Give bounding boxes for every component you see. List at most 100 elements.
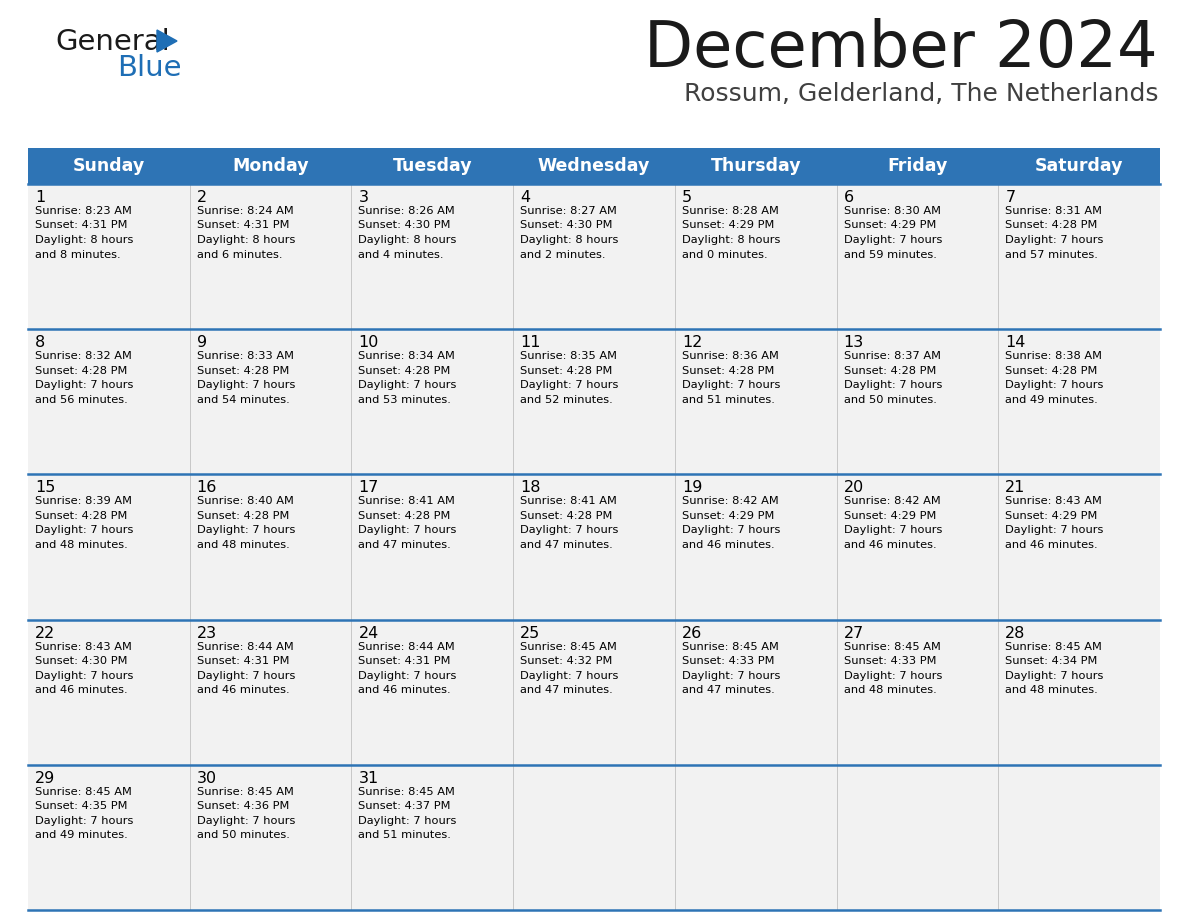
Text: and 0 minutes.: and 0 minutes. <box>682 250 767 260</box>
Text: Sunrise: 8:32 AM: Sunrise: 8:32 AM <box>34 352 132 361</box>
Text: and 46 minutes.: and 46 minutes. <box>843 540 936 550</box>
Text: Sunrise: 8:26 AM: Sunrise: 8:26 AM <box>359 206 455 216</box>
Text: 18: 18 <box>520 480 541 496</box>
Text: 3: 3 <box>359 190 368 205</box>
Text: 29: 29 <box>34 771 56 786</box>
Text: Sunset: 4:29 PM: Sunset: 4:29 PM <box>843 220 936 230</box>
Text: Sunrise: 8:27 AM: Sunrise: 8:27 AM <box>520 206 617 216</box>
Text: Daylight: 7 hours: Daylight: 7 hours <box>1005 380 1104 390</box>
Text: Sunset: 4:28 PM: Sunset: 4:28 PM <box>197 365 289 375</box>
Text: Sunrise: 8:23 AM: Sunrise: 8:23 AM <box>34 206 132 216</box>
Bar <box>29 184 1159 330</box>
Text: Daylight: 7 hours: Daylight: 7 hours <box>520 380 619 390</box>
Text: Sunset: 4:28 PM: Sunset: 4:28 PM <box>34 365 127 375</box>
Text: Sunset: 4:31 PM: Sunset: 4:31 PM <box>197 220 289 230</box>
Text: General: General <box>55 28 170 56</box>
Text: 14: 14 <box>1005 335 1025 350</box>
Text: Daylight: 7 hours: Daylight: 7 hours <box>197 525 295 535</box>
Text: Daylight: 7 hours: Daylight: 7 hours <box>843 525 942 535</box>
Text: Sunset: 4:35 PM: Sunset: 4:35 PM <box>34 801 127 812</box>
Text: Sunrise: 8:45 AM: Sunrise: 8:45 AM <box>34 787 132 797</box>
Text: Sunset: 4:32 PM: Sunset: 4:32 PM <box>520 656 613 666</box>
Text: Daylight: 7 hours: Daylight: 7 hours <box>359 525 457 535</box>
Text: 27: 27 <box>843 625 864 641</box>
Text: 20: 20 <box>843 480 864 496</box>
Text: Daylight: 7 hours: Daylight: 7 hours <box>682 671 781 680</box>
Text: Sunrise: 8:28 AM: Sunrise: 8:28 AM <box>682 206 778 216</box>
Text: Sunrise: 8:45 AM: Sunrise: 8:45 AM <box>197 787 293 797</box>
Text: Sunrise: 8:45 AM: Sunrise: 8:45 AM <box>1005 642 1102 652</box>
Text: Daylight: 8 hours: Daylight: 8 hours <box>682 235 781 245</box>
Text: 12: 12 <box>682 335 702 350</box>
Text: Daylight: 8 hours: Daylight: 8 hours <box>359 235 457 245</box>
Text: 26: 26 <box>682 625 702 641</box>
Text: Sunset: 4:30 PM: Sunset: 4:30 PM <box>520 220 613 230</box>
Text: and 47 minutes.: and 47 minutes. <box>359 540 451 550</box>
Text: and 4 minutes.: and 4 minutes. <box>359 250 444 260</box>
Text: 23: 23 <box>197 625 217 641</box>
Text: Sunset: 4:28 PM: Sunset: 4:28 PM <box>34 511 127 521</box>
Text: Sunset: 4:33 PM: Sunset: 4:33 PM <box>682 656 775 666</box>
Text: Sunrise: 8:39 AM: Sunrise: 8:39 AM <box>34 497 132 507</box>
Text: Sunrise: 8:44 AM: Sunrise: 8:44 AM <box>197 642 293 652</box>
Text: Sunrise: 8:24 AM: Sunrise: 8:24 AM <box>197 206 293 216</box>
Text: Sunset: 4:34 PM: Sunset: 4:34 PM <box>1005 656 1098 666</box>
Text: Sunrise: 8:30 AM: Sunrise: 8:30 AM <box>843 206 941 216</box>
Text: Sunset: 4:30 PM: Sunset: 4:30 PM <box>359 220 451 230</box>
Text: Sunset: 4:31 PM: Sunset: 4:31 PM <box>359 656 451 666</box>
Text: Sunrise: 8:45 AM: Sunrise: 8:45 AM <box>359 787 455 797</box>
Text: Sunrise: 8:41 AM: Sunrise: 8:41 AM <box>520 497 617 507</box>
Text: Sunrise: 8:45 AM: Sunrise: 8:45 AM <box>843 642 941 652</box>
Text: and 2 minutes.: and 2 minutes. <box>520 250 606 260</box>
Text: Sunset: 4:28 PM: Sunset: 4:28 PM <box>1005 365 1098 375</box>
Text: Sunset: 4:30 PM: Sunset: 4:30 PM <box>34 656 127 666</box>
Text: Sunrise: 8:34 AM: Sunrise: 8:34 AM <box>359 352 455 361</box>
Text: December 2024: December 2024 <box>644 18 1158 80</box>
Text: Thursday: Thursday <box>710 157 801 175</box>
Text: and 51 minutes.: and 51 minutes. <box>682 395 775 405</box>
Text: Sunset: 4:29 PM: Sunset: 4:29 PM <box>1005 511 1098 521</box>
Text: and 56 minutes.: and 56 minutes. <box>34 395 128 405</box>
Text: 7: 7 <box>1005 190 1016 205</box>
Text: 30: 30 <box>197 771 217 786</box>
Text: Daylight: 7 hours: Daylight: 7 hours <box>1005 671 1104 680</box>
Bar <box>29 148 1159 184</box>
Text: Daylight: 7 hours: Daylight: 7 hours <box>843 235 942 245</box>
Text: Daylight: 7 hours: Daylight: 7 hours <box>197 671 295 680</box>
Text: Daylight: 7 hours: Daylight: 7 hours <box>520 671 619 680</box>
Text: Sunset: 4:29 PM: Sunset: 4:29 PM <box>843 511 936 521</box>
Text: Sunset: 4:28 PM: Sunset: 4:28 PM <box>682 365 775 375</box>
Text: Sunrise: 8:35 AM: Sunrise: 8:35 AM <box>520 352 617 361</box>
Text: 15: 15 <box>34 480 56 496</box>
Text: 28: 28 <box>1005 625 1025 641</box>
Bar <box>29 765 1159 910</box>
Text: Sunset: 4:31 PM: Sunset: 4:31 PM <box>197 656 289 666</box>
Text: 9: 9 <box>197 335 207 350</box>
Text: and 47 minutes.: and 47 minutes. <box>520 540 613 550</box>
Text: 5: 5 <box>682 190 691 205</box>
Text: Daylight: 8 hours: Daylight: 8 hours <box>520 235 619 245</box>
Text: Friday: Friday <box>887 157 948 175</box>
Text: Sunset: 4:33 PM: Sunset: 4:33 PM <box>843 656 936 666</box>
Text: Sunset: 4:29 PM: Sunset: 4:29 PM <box>682 511 775 521</box>
Text: Sunrise: 8:41 AM: Sunrise: 8:41 AM <box>359 497 455 507</box>
Text: Sunrise: 8:43 AM: Sunrise: 8:43 AM <box>34 642 132 652</box>
Text: and 59 minutes.: and 59 minutes. <box>843 250 936 260</box>
Polygon shape <box>157 30 177 52</box>
Text: 17: 17 <box>359 480 379 496</box>
Text: and 54 minutes.: and 54 minutes. <box>197 395 290 405</box>
Text: and 6 minutes.: and 6 minutes. <box>197 250 283 260</box>
Text: Monday: Monday <box>233 157 309 175</box>
Text: Daylight: 7 hours: Daylight: 7 hours <box>197 380 295 390</box>
Text: Sunset: 4:28 PM: Sunset: 4:28 PM <box>520 511 613 521</box>
Text: 31: 31 <box>359 771 379 786</box>
Text: Sunrise: 8:45 AM: Sunrise: 8:45 AM <box>520 642 617 652</box>
Text: Sunrise: 8:44 AM: Sunrise: 8:44 AM <box>359 642 455 652</box>
Text: Sunset: 4:28 PM: Sunset: 4:28 PM <box>520 365 613 375</box>
Text: Saturday: Saturday <box>1035 157 1124 175</box>
Text: Sunset: 4:37 PM: Sunset: 4:37 PM <box>359 801 451 812</box>
Text: Sunday: Sunday <box>72 157 145 175</box>
Text: Sunrise: 8:33 AM: Sunrise: 8:33 AM <box>197 352 293 361</box>
Text: Daylight: 7 hours: Daylight: 7 hours <box>34 525 133 535</box>
Text: 25: 25 <box>520 625 541 641</box>
